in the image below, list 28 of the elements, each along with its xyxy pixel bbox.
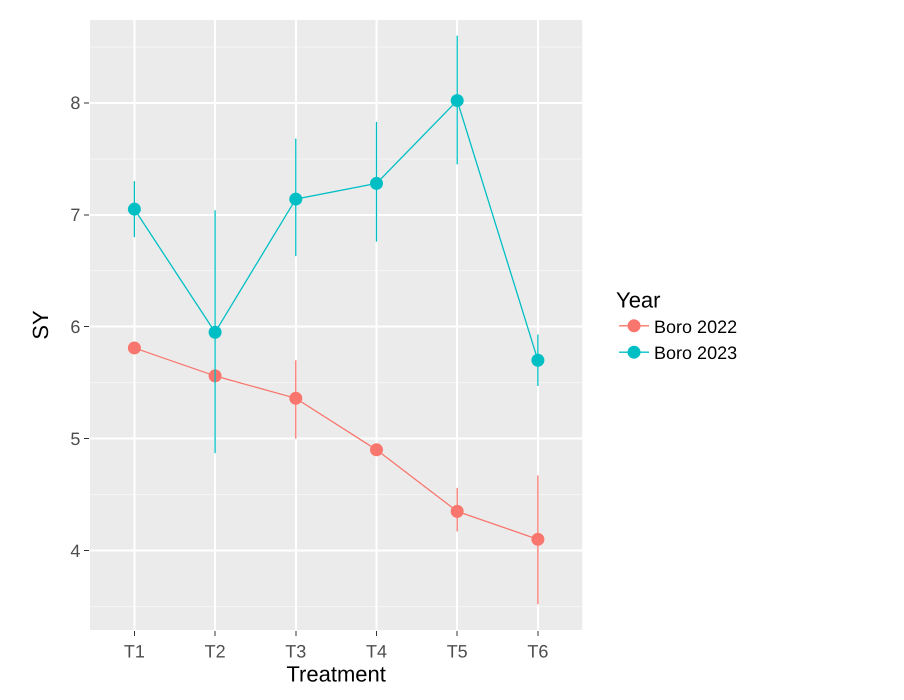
point (531, 532, 544, 546)
point (531, 354, 544, 367)
y-tick-label: 5 (70, 428, 80, 449)
x-tick-label: T3 (285, 642, 306, 662)
y-tick-label: 8 (70, 93, 80, 114)
point (208, 369, 222, 382)
y-tick-label: 4 (70, 540, 80, 561)
legend-title: Year (616, 288, 660, 313)
point (370, 176, 383, 190)
point (370, 443, 383, 456)
point (128, 202, 141, 216)
legend-label: Boro 2023 (654, 343, 738, 364)
legend-label: Boro 2022 (654, 316, 738, 337)
point (450, 94, 464, 108)
y-axis-title: SY (28, 310, 54, 340)
point (450, 504, 464, 518)
x-tick-label: T5 (446, 642, 468, 662)
point (289, 192, 302, 206)
y-tick-label: 6 (70, 316, 80, 337)
x-axis-title: Treatment (286, 662, 386, 687)
x-tick-label: T6 (527, 642, 548, 662)
point (208, 326, 222, 339)
x-tick-label: T4 (366, 642, 387, 662)
x-tick-label: T1 (124, 642, 145, 662)
y-tick-label: 7 (70, 205, 80, 226)
point (289, 392, 302, 405)
point (128, 341, 141, 354)
x-tick-label: T2 (204, 642, 226, 662)
